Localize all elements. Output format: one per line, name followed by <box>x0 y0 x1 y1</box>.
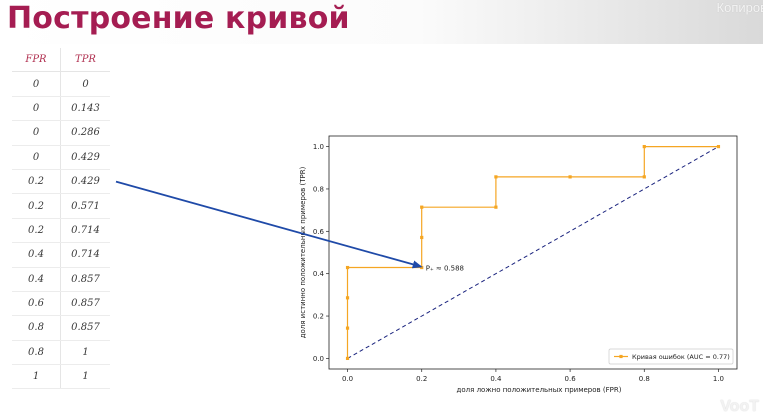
roc-point <box>345 326 350 330</box>
slide-title: Построение кривой <box>7 1 350 36</box>
fpr-cell: 0.8 <box>12 315 61 341</box>
fpr-cell: 0.8 <box>12 340 61 366</box>
x-tick-label: 0.2 <box>416 375 427 383</box>
fpr-cell: 1 <box>12 364 61 390</box>
roc-point <box>345 296 350 300</box>
roc-point <box>642 144 646 149</box>
table-row: 0.8 0.857 <box>12 315 110 341</box>
fpr-cell: 0.4 <box>12 242 61 268</box>
fpr-cell: 0 <box>12 96 61 122</box>
x-tick-label: 0.0 <box>342 375 353 383</box>
fpr-cell: 0.2 <box>12 218 61 244</box>
legend: Кривая ошибок (AUC = 0.77) <box>608 348 734 365</box>
y-tick-label: 0.8 <box>313 185 324 193</box>
table-row: 0.6 0.857 <box>12 291 110 317</box>
legend-label: Кривая ошибок (AUC = 0.77) <box>632 353 730 361</box>
table-row: 0 0.429 <box>12 145 110 170</box>
table-row: 0.2 0.429 <box>12 169 110 195</box>
tpr-cell: 0.714 <box>60 242 110 268</box>
tpr-cell: 0.571 <box>60 193 110 219</box>
tpr-cell: 1 <box>60 364 110 390</box>
roc-point <box>568 175 572 179</box>
table-row: 0 0.286 <box>12 120 110 146</box>
roc-point <box>716 144 721 149</box>
table-header-row: FPR TPR <box>12 48 110 73</box>
table-row: 0.2 0.571 <box>12 193 110 219</box>
tpr-cell: 0.143 <box>60 96 110 122</box>
tpr-cell: 0.429 <box>60 169 110 195</box>
fpr-tpr-table: FPR TPR 0 0 0 0.143 0 0.286 0 0.429 0.2 0.429 0.2 0… <box>12 48 110 390</box>
fpr-cell: 0.2 <box>12 193 61 219</box>
tpr-cell: 0 <box>60 71 110 97</box>
y-tick-label: 0.0 <box>313 355 324 363</box>
y-tick-label: 1.0 <box>313 143 324 151</box>
roc-point <box>420 235 424 240</box>
fpr-cell: 0.2 <box>12 169 61 195</box>
x-tick-label: 0.4 <box>490 375 502 383</box>
x-tick-label: 0.6 <box>565 375 577 383</box>
fpr-cell: 0 <box>12 145 61 170</box>
x-tick-label: 1.0 <box>713 375 724 383</box>
tpr-cell: 1 <box>60 340 110 366</box>
tpr-cell: 0.429 <box>60 145 110 170</box>
table-body: 0 0 0 0.143 0 0.286 0 0.429 0.2 0.429 0.2 0.571 0.2 0… <box>12 71 110 390</box>
tpr-cell: 0.286 <box>60 120 110 146</box>
header-fpr: FPR <box>12 48 61 73</box>
tpr-cell: 0.857 <box>60 291 110 317</box>
y-tick-label: 0.2 <box>313 313 324 321</box>
table-row: 0.4 0.857 <box>12 267 110 292</box>
roc-point <box>642 175 646 179</box>
roc-point <box>494 175 498 179</box>
roc-point <box>345 265 350 270</box>
y-tick-label: 0.4 <box>313 270 325 278</box>
tpr-cell: 0.857 <box>60 267 110 292</box>
header-tpr: TPR <box>60 48 110 73</box>
fpr-cell: 0 <box>12 120 61 146</box>
table-row: 0.8 1 <box>12 340 110 366</box>
fpr-cell: 0 <box>12 71 61 97</box>
pointer-arrow <box>115 180 423 269</box>
x-axis-label: доля ложно положительных примеров (FPR) <box>457 386 622 394</box>
roc-point <box>494 205 498 209</box>
logo-text: VooT <box>720 398 759 415</box>
title-band <box>0 0 763 44</box>
x-tick-label: 0.8 <box>639 375 650 383</box>
tpr-cell: 0.714 <box>60 218 110 244</box>
table-row: 0.2 0.714 <box>12 218 110 244</box>
y-axis-label: доля истинно положительных примеров (TPR… <box>299 166 307 338</box>
tpr-cell: 0.857 <box>60 315 110 341</box>
legend-swatch-marker <box>619 354 623 359</box>
roc-point <box>420 205 424 209</box>
legend-box <box>608 348 734 365</box>
diagonal-line <box>347 146 719 359</box>
table-row: 0 0.143 <box>12 96 110 122</box>
fpr-cell: 0.4 <box>12 267 61 292</box>
fpr-cell: 0.6 <box>12 291 61 317</box>
roc-point <box>345 356 350 361</box>
y-tick-label: 0.6 <box>313 228 325 236</box>
annotation-label: P₊ ≈ 0.588 <box>426 265 464 273</box>
table-row: 0.4 0.714 <box>12 242 110 268</box>
watermark-text: Копиров <box>716 0 763 15</box>
